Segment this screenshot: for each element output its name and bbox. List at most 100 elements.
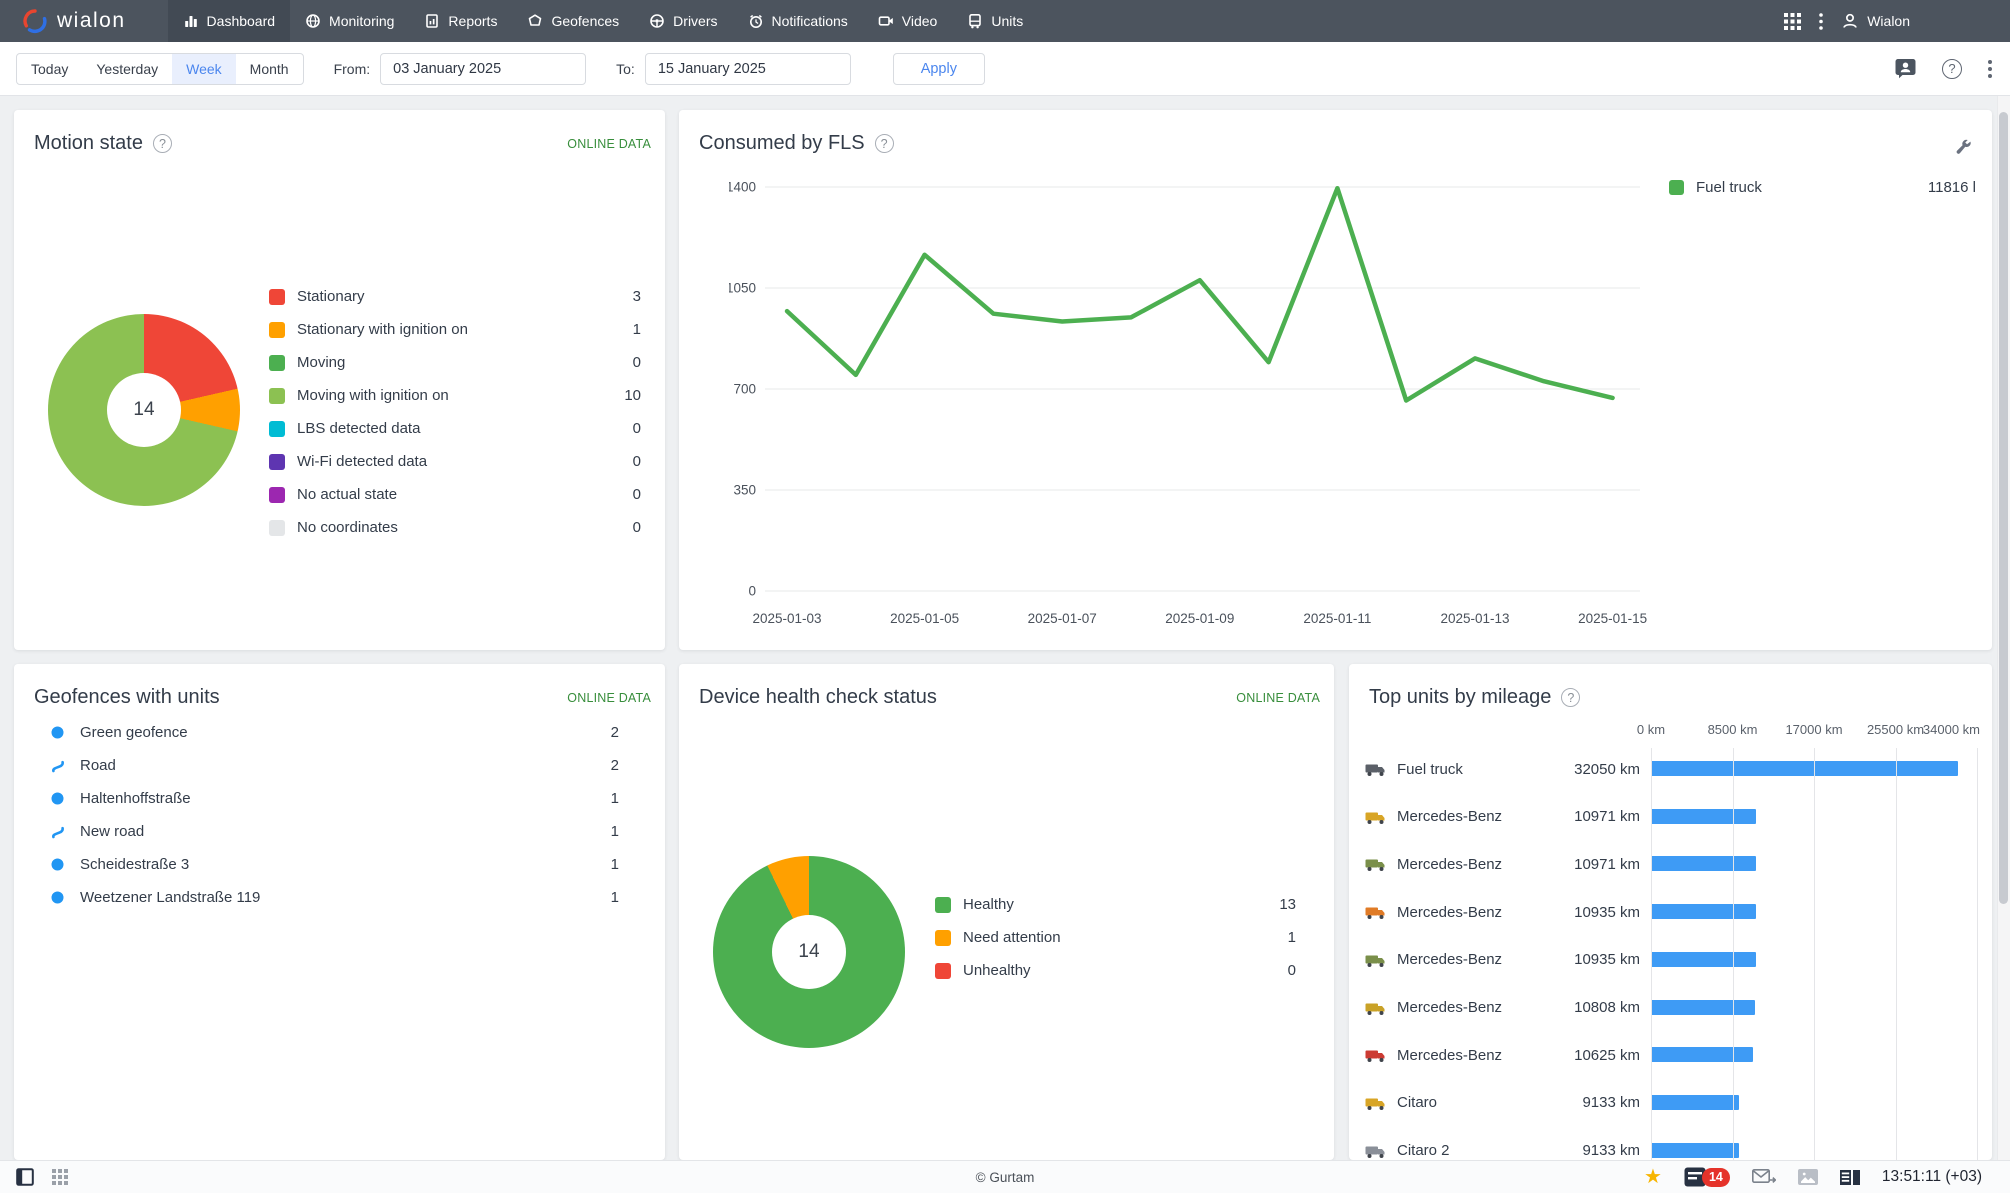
geofences-icon (527, 13, 543, 29)
fls-legend-swatch (1669, 179, 1684, 195)
grid-view-icon[interactable] (52, 1169, 68, 1185)
mail-icon[interactable] (1751, 1169, 1776, 1185)
fls-title: Consumed by FLS (699, 132, 865, 154)
circle-geofence-icon (50, 890, 66, 905)
layout-columns-icon[interactable] (1839, 1169, 1860, 1185)
range-week[interactable]: Week (172, 53, 236, 84)
legend-label: Wi-Fi detected data (297, 453, 428, 470)
motion-legend-row: Wi-Fi detected data 0 (269, 445, 641, 478)
legend-swatch (269, 354, 285, 371)
mileage-value: 10808 km (1574, 999, 1640, 1016)
mileage-row: Citaro 9133 km (1365, 1091, 1977, 1115)
legend-swatch (269, 486, 285, 503)
mileage-unit-name: Citaro 2 (1397, 1142, 1450, 1160)
nav-item-units[interactable]: Units (952, 0, 1038, 42)
svg-text:1400: 1400 (729, 180, 756, 195)
copyright: © Gurtam (975, 1169, 1035, 1185)
device-health-panel: Device health check status ONLINE DATA 1… (679, 664, 1334, 1160)
motion-legend-row: Moving with ignition on 10 (269, 379, 641, 412)
nav-item-label: Monitoring (329, 13, 395, 29)
motion-state-online-badge: ONLINE DATA (567, 136, 651, 151)
device-health-header: Device health check status ONLINE DATA (699, 686, 1320, 709)
mileage-row: Mercedes-Benz 10935 km (1365, 900, 1977, 924)
wialon-logo[interactable]: wialon (0, 0, 154, 42)
legend-value: 10 (624, 387, 641, 404)
route-geofence-icon (50, 758, 66, 774)
geofence-name: Scheidestraße 3 (80, 856, 190, 873)
image-icon[interactable] (1797, 1169, 1818, 1185)
user-icon (1841, 12, 1859, 30)
mileage-bar (1651, 951, 1756, 967)
truck-icon (1365, 1095, 1387, 1111)
range-month[interactable]: Month (249, 60, 289, 77)
mileage-axis-label: 17000 km (1785, 722, 1843, 737)
apps-grid-icon[interactable] (1784, 12, 1802, 30)
svg-text:350: 350 (733, 483, 756, 498)
notifications-message-icon[interactable]: 14 (1684, 1167, 1730, 1187)
contact-card-icon[interactable] (1895, 58, 1916, 79)
mileage-unit-name: Mercedes-Benz (1397, 808, 1503, 826)
user-menu[interactable]: Wialon (1841, 12, 1910, 30)
page-scrollbar-thumb[interactable] (1999, 112, 2008, 904)
mileage-bar (1651, 761, 1959, 776)
monitoring-icon (305, 13, 321, 29)
geofence-row: New road 1 (50, 815, 619, 848)
mileage-unit-name: Mercedes-Benz (1397, 903, 1503, 921)
mileage-bar (1651, 1094, 1739, 1110)
device-health-pie-chart: 14 (713, 856, 905, 1048)
more-menu-icon[interactable] (1819, 12, 1824, 30)
geofences-title: Geofences with units (34, 686, 220, 708)
favorites-star-icon[interactable]: ★ (1643, 1166, 1662, 1188)
from-date-input[interactable] (380, 52, 587, 85)
mileage-unit-name: Mercedes-Benz (1397, 1046, 1503, 1064)
nav-item-drivers[interactable]: Drivers (634, 0, 732, 42)
nav-item-monitoring[interactable]: Monitoring (290, 0, 409, 42)
nav-item-label: Units (991, 13, 1024, 29)
geofences-header: Geofences with units ONLINE DATA (34, 686, 651, 709)
apply-button[interactable]: Apply (892, 52, 985, 85)
nav-item-reports[interactable]: Reports (409, 0, 512, 42)
nav-item-geofences[interactable]: Geofences (512, 0, 634, 42)
mileage-bar (1651, 808, 1757, 824)
geofences-online-badge: ONLINE DATA (567, 690, 651, 705)
mileage-bar (1651, 904, 1756, 920)
motion-legend-row: Moving 0 (269, 346, 641, 379)
wialon-logo-icon (22, 8, 48, 34)
filter-more-icon[interactable] (1988, 59, 1992, 78)
motion-legend-row: LBS detected data 0 (269, 412, 641, 445)
geofence-row: Road 2 (50, 749, 619, 782)
toggle-panel-icon[interactable] (16, 1168, 34, 1186)
device-health-legend: Healthy 13 Need attention 1 Unhealthy 0 (935, 888, 1296, 987)
nav-item-label: Drivers (673, 13, 718, 29)
from-label: From: (333, 60, 371, 77)
device-health-pie-total: 14 (772, 915, 846, 989)
mileage-unit-name: Mercedes-Benz (1397, 951, 1503, 969)
wrench-icon[interactable] (1954, 138, 1972, 156)
fls-help-icon[interactable]: ? (874, 134, 894, 153)
range-today[interactable]: Today (31, 60, 69, 77)
motion-state-help-icon[interactable]: ? (152, 134, 172, 153)
legend-swatch (269, 519, 285, 536)
nav-item-notifications[interactable]: Notifications (733, 0, 863, 42)
legend-swatch (935, 962, 951, 979)
truck-icon (1365, 1143, 1387, 1159)
mileage-row: Citaro 2 9133 km (1365, 1139, 1977, 1160)
range-yesterday[interactable]: Yesterday (96, 60, 159, 77)
nav-item-dashboard[interactable]: Dashboard (167, 0, 291, 42)
mileage-unit-name: Citaro (1397, 1094, 1438, 1112)
mileage-axis-label: 0 km (1636, 722, 1666, 737)
nav-item-video[interactable]: Video (863, 0, 953, 42)
motion-state-panel: Motion state ? ONLINE DATA 14 Stationary… (14, 110, 665, 650)
page-scrollbar-track[interactable] (1997, 96, 2010, 1160)
nav-item-label: Dashboard (206, 13, 276, 29)
truck-icon (1365, 952, 1387, 968)
mileage-value: 9133 km (1582, 1142, 1640, 1160)
truck-icon (1365, 856, 1387, 872)
motion-legend-row: Stationary 3 (269, 280, 641, 313)
help-icon[interactable]: ? (1942, 58, 1962, 79)
mileage-help-icon[interactable]: ? (1561, 688, 1581, 707)
legend-swatch (935, 929, 951, 946)
to-date-input[interactable] (644, 52, 851, 85)
mileage-value: 32050 km (1574, 760, 1640, 778)
